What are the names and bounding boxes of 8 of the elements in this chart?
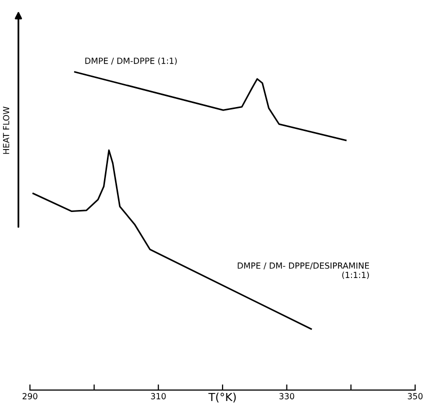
x-tick-label: 330 bbox=[279, 393, 294, 400]
x-tick-label: 350 bbox=[408, 393, 423, 400]
series-label: DMPE / DM-DPPE (1:1) bbox=[85, 58, 177, 65]
x-tick-label: 310 bbox=[151, 393, 166, 400]
x-axis-title: T(°K) bbox=[208, 392, 236, 403]
x-tick-label: 290 bbox=[22, 393, 38, 400]
y-axis-title: HEAT FLOW bbox=[2, 106, 10, 154]
series-label: DMPE / DM- DPPE/DESIPRAMINE (1:1:1) bbox=[238, 262, 370, 280]
